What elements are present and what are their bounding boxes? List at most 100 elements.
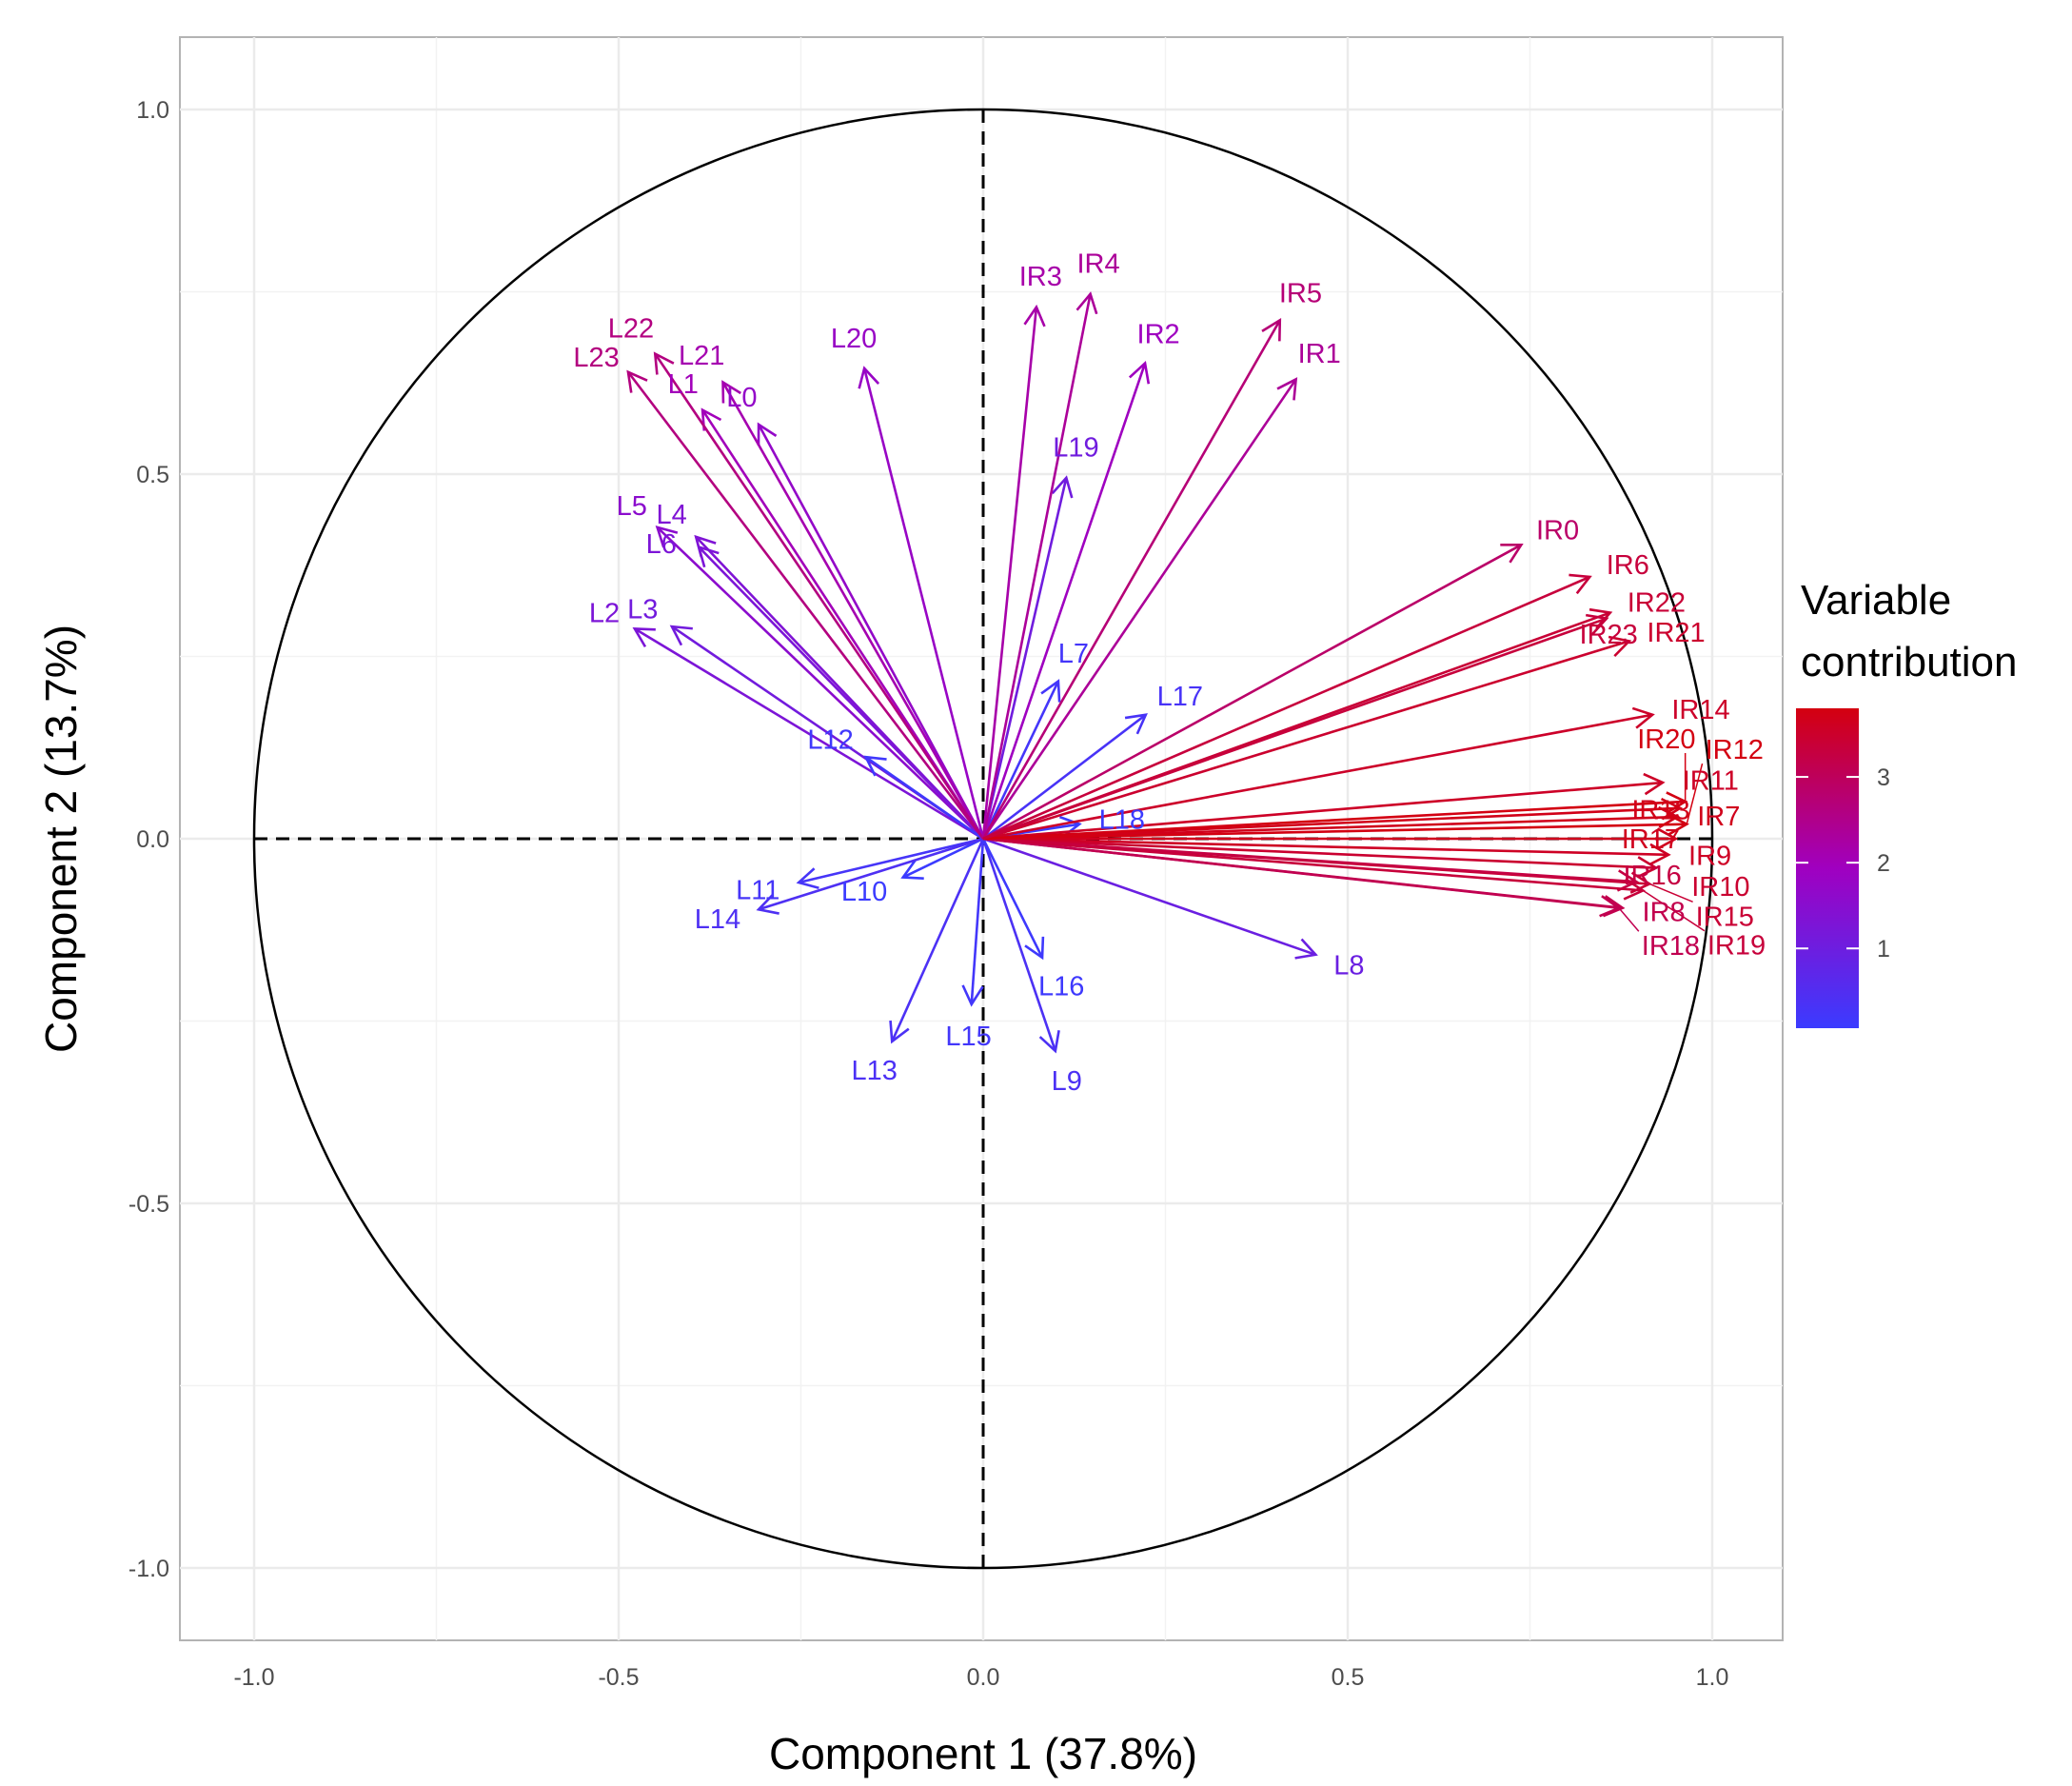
arrow-shaft: [721, 381, 985, 840]
variable-arrow-l11: [796, 837, 984, 890]
variable-arrow-ir10: [982, 837, 1659, 879]
variable-arrow-ir14: [982, 706, 1655, 841]
legend-tick-label: 3: [1877, 764, 1890, 791]
variable-arrow-l0: [757, 422, 985, 840]
arrow-head: [626, 369, 648, 393]
legend-title-line1: Variable: [1801, 577, 1951, 624]
legend-tick-label: 1: [1877, 936, 1890, 962]
variable-label: IR13: [1631, 796, 1689, 826]
variable-arrow-l10: [900, 837, 984, 881]
variable-label: IR18: [1642, 931, 1700, 962]
variable-label: IR8: [1643, 897, 1686, 927]
arrow-shaft: [654, 352, 985, 840]
arrow-head: [1631, 706, 1655, 729]
variable-label: IR3: [1019, 262, 1062, 292]
x-tick-label: 0.0: [967, 1664, 1000, 1691]
variable-arrow-ir2: [981, 361, 1151, 840]
arrow-shaft: [982, 815, 1678, 841]
arrow-shaft: [798, 837, 984, 884]
variable-label: L23: [573, 343, 619, 373]
arrow-shaft: [982, 800, 1686, 841]
variable-arrow-ir9: [982, 837, 1671, 866]
x-axis-title: Component 1 (37.8%): [769, 1729, 1197, 1778]
arrow-head: [653, 351, 675, 375]
variable-label: IR0: [1536, 515, 1579, 546]
arrow-shaft: [758, 837, 984, 911]
variable-label: IR22: [1628, 587, 1686, 618]
legend: Variable contribution 1 2 3: [1796, 577, 2017, 1028]
arrow-shaft: [970, 838, 985, 1004]
arrow-head: [1608, 635, 1632, 658]
variable-label: IR10: [1691, 872, 1749, 903]
arrow-shaft: [981, 293, 1092, 840]
y-tick-label: 1.0: [136, 97, 169, 124]
x-tick-label: -0.5: [598, 1664, 639, 1691]
variable-label: L1: [668, 369, 699, 400]
arrow-shaft: [981, 378, 1297, 840]
arrow-head: [1261, 318, 1282, 342]
variable-label: IR7: [1697, 802, 1740, 832]
variable-arrow-l22: [653, 351, 985, 840]
variable-label: IR19: [1707, 931, 1766, 962]
variable-arrow-l5: [655, 526, 984, 840]
arrow-head: [889, 1020, 910, 1044]
arrow-shaft: [982, 837, 1637, 883]
y-tick-label: -1.0: [128, 1556, 169, 1582]
legend-title-line2: contribution: [1801, 639, 2017, 685]
arrow-shaft: [981, 319, 1281, 840]
arrow-head: [900, 859, 924, 881]
arrow-shaft: [981, 363, 1147, 840]
arrow-head: [1569, 573, 1592, 595]
variable-label: IR5: [1279, 279, 1322, 309]
arrow-shaft: [656, 526, 984, 840]
variable-labels: L0 L1 L2 L3 L4 L5 L6 L7 L8 L9 L10 L11 L12 L13 L14 L15 L1…: [573, 248, 1766, 1097]
variable-arrow-l2: [632, 626, 984, 841]
arrow-head: [1294, 938, 1318, 960]
arrow-shaft: [981, 838, 1044, 959]
arrow-shaft: [982, 617, 1608, 841]
arrow-shaft: [982, 713, 1147, 841]
arrow-shaft: [701, 408, 985, 840]
arrow-shaft: [862, 367, 985, 840]
variable-label: L19: [1053, 433, 1098, 464]
variable-label: L8: [1333, 951, 1364, 982]
y-tick-label: 0.0: [136, 826, 169, 853]
label-leader-line: [1642, 889, 1706, 932]
arrow-head: [1599, 895, 1622, 918]
variable-label: L5: [617, 491, 647, 522]
y-axis-title: Component 2 (13.7%): [36, 625, 86, 1053]
variable-arrow-l21: [721, 380, 985, 840]
arrow-shaft: [864, 756, 984, 841]
arrow-shaft: [982, 640, 1630, 841]
arrow-head: [1075, 291, 1098, 315]
arrow-head: [1038, 1030, 1060, 1054]
variable-arrow-l16: [981, 838, 1045, 961]
arrow-shaft: [757, 424, 985, 840]
arrow-head: [1124, 713, 1148, 735]
label-leader-line: [1686, 763, 1704, 824]
variable-arrow-l8: [982, 837, 1318, 960]
arrow-shaft: [902, 837, 984, 879]
variable-label: L0: [726, 383, 757, 413]
arrow-shaft: [982, 781, 1664, 841]
arrow-shaft: [982, 544, 1522, 841]
variable-label: IR17: [1622, 824, 1680, 855]
variable-label: L16: [1038, 971, 1084, 1002]
variable-label: IR20: [1637, 724, 1695, 755]
variable-arrow-l20: [858, 366, 985, 840]
variable-arrow-ir18: [982, 837, 1622, 918]
variable-label: L12: [807, 724, 853, 755]
variable-arrow-ir11: [982, 772, 1666, 841]
legend-colorbar: [1796, 708, 1859, 1028]
variable-arrow-l14: [756, 837, 984, 915]
variable-label: L11: [736, 876, 779, 906]
variable-label: L7: [1058, 639, 1089, 669]
variable-label: L6: [646, 529, 677, 560]
arrow-shaft: [981, 680, 1060, 840]
variable-label: IR6: [1607, 550, 1649, 581]
variable-arrow-l6: [697, 545, 984, 840]
variable-arrow-l19: [981, 475, 1074, 840]
variable-label: L13: [852, 1056, 898, 1086]
variable-arrow-l12: [863, 755, 984, 841]
